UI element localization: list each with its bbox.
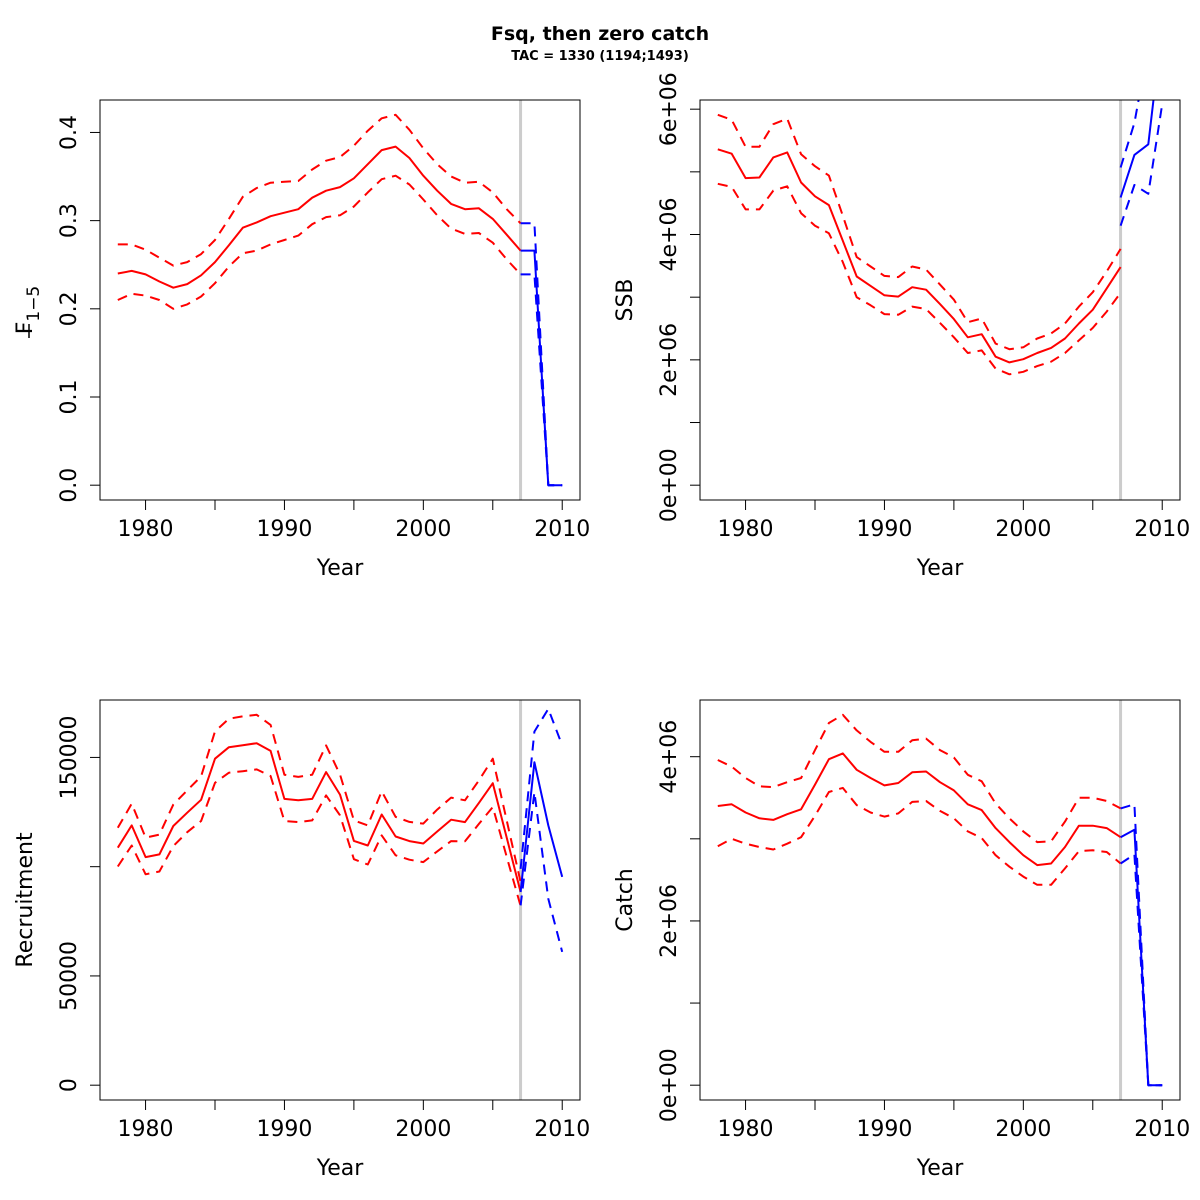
x-axis-label: Year [316, 556, 365, 581]
historical-ci-line [717, 713, 1122, 844]
x-tick-label: 2000 [395, 517, 451, 542]
y-tick-label: 0.4 [57, 115, 82, 150]
historical-line [116, 742, 522, 893]
historical-line [717, 752, 1122, 867]
x-axis-label: Year [316, 1156, 365, 1181]
y-axis-label-subscript: 1−5 [24, 286, 44, 322]
projection-ci-line [520, 222, 563, 487]
x-tick-label: 1980 [718, 1117, 774, 1142]
plot-frame [99, 99, 581, 501]
plot-frame [699, 699, 1181, 1101]
y-axis-label: F1−5 [13, 286, 44, 335]
y-tick-label: 0 [57, 1078, 82, 1092]
y-tick-label: 2e+06 [657, 884, 682, 958]
y-axis-label-main: SSB [613, 278, 638, 321]
historical-ci-line [717, 182, 1122, 376]
y-tick-label: 0e+00 [657, 1048, 682, 1122]
projection-ci-line [1120, 803, 1163, 1087]
y-axis-label: Catch [613, 868, 638, 932]
y-axis-label-main: Recruitment [13, 832, 38, 968]
x-tick-label: 1990 [856, 1117, 912, 1142]
y-tick-label: 0.3 [57, 203, 82, 238]
historical-line [117, 145, 522, 289]
x-tick-label: 1990 [856, 517, 912, 542]
x-tick-label: 1980 [118, 1117, 174, 1142]
projection-ci-line [1120, 853, 1163, 1087]
projection-ci-line [1119, 100, 1140, 168]
historical-line [717, 148, 1122, 364]
figure-subtitle: TAC = 1330 (1194;1493) [511, 49, 689, 64]
projection-line [1119, 100, 1155, 198]
historical-ci-line [116, 713, 522, 883]
panel-recruitment: 1980 1990 2000 2010 Year 0 50000 150000 Recruitm… [13, 699, 590, 1181]
projection-ci-line [520, 273, 563, 487]
y-tick-label: 4e+06 [657, 198, 682, 272]
x-tick-label: 1980 [118, 517, 174, 542]
y-axis-label-main: F [13, 322, 38, 335]
x-tick-label: 2000 [995, 1117, 1051, 1142]
y-axis-label: Recruitment [13, 832, 38, 968]
x-tick-label: 2010 [534, 517, 590, 542]
projection-ci-line [519, 791, 564, 953]
x-tick-label: 2000 [395, 1117, 451, 1142]
y-tick-label: 2e+06 [657, 323, 682, 397]
panel-f: 1980 1990 2000 2010 Year 0.0 0.1 0.2 0.3 0.4 F1−5 [13, 99, 590, 581]
historical-ci-line [717, 786, 1122, 886]
x-tick-label: 1980 [718, 517, 774, 542]
plot-frame [99, 699, 581, 1101]
historical-ci-line [116, 768, 522, 907]
figure-title: Fsq, then zero catch [491, 23, 709, 45]
y-tick-label: 50000 [57, 941, 82, 1011]
y-axis-label-main: Catch [613, 868, 638, 932]
y-tick-label: 0.2 [57, 291, 82, 326]
x-tick-label: 1990 [256, 1117, 312, 1142]
x-tick-label: 1990 [256, 517, 312, 542]
projection-ci-line [519, 707, 564, 870]
x-tick-label: 2010 [1134, 1117, 1190, 1142]
y-tick-label: 0e+00 [657, 448, 682, 522]
y-tick-label: 4e+06 [657, 720, 682, 794]
historical-ci-line [117, 174, 522, 310]
x-tick-label: 2000 [995, 517, 1051, 542]
x-tick-label: 2010 [1134, 517, 1190, 542]
projection-line [519, 761, 564, 893]
x-axis-label: Year [916, 556, 965, 581]
y-tick-label: 0.0 [57, 468, 82, 503]
panel-catch: 1980 1990 2000 2010 Year 0e+00 2e+06 4e+06 Catch [613, 699, 1190, 1181]
historical-ci-line [117, 113, 522, 267]
y-tick-label: 6e+06 [657, 72, 682, 146]
y-tick-label: 150000 [57, 715, 82, 799]
y-tick-label: 0.1 [57, 380, 82, 415]
x-axis-label: Year [916, 1156, 965, 1181]
projection-ci-line [1119, 104, 1164, 227]
x-tick-label: 2010 [534, 1117, 590, 1142]
panel-ssb: 1980 1990 2000 2010 Year 0e+00 2e+06 4e+06 6e+06… [613, 72, 1190, 581]
historical-ci-line [717, 113, 1122, 351]
y-axis-label: SSB [613, 278, 638, 321]
